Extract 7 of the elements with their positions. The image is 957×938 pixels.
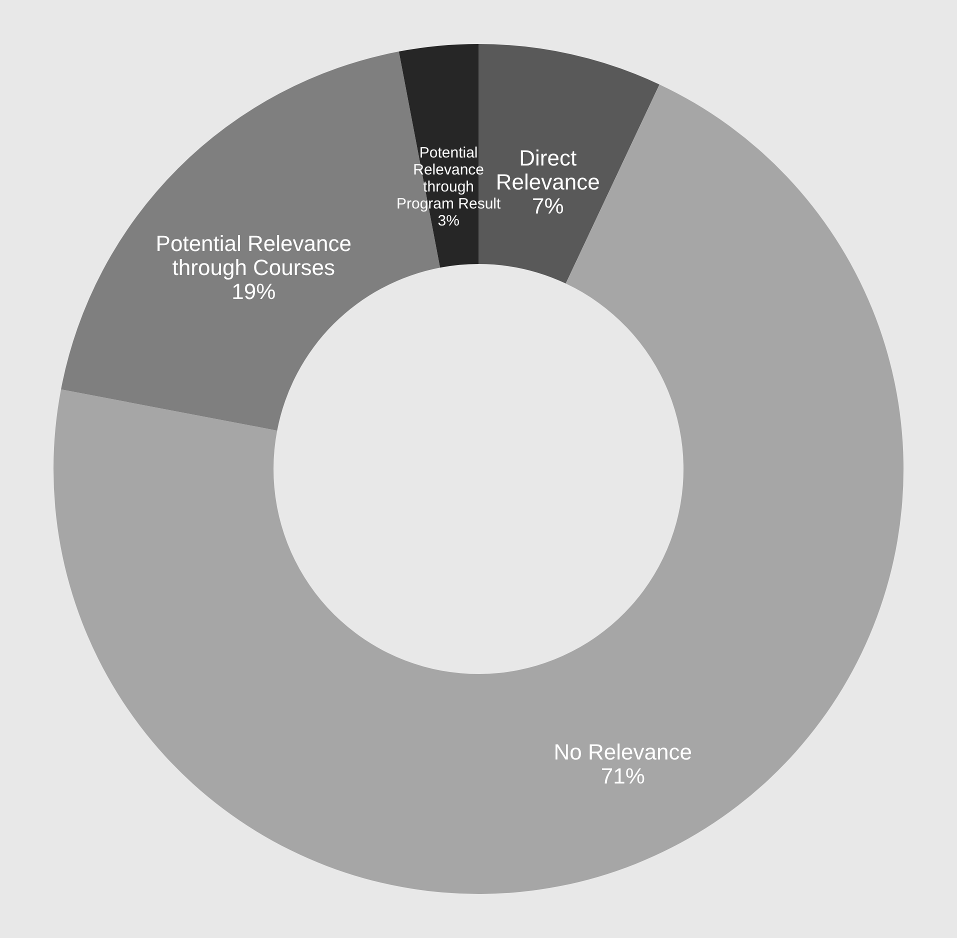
slice-label: No Relevance: [554, 739, 692, 764]
data-label: 3%: [438, 212, 460, 230]
data-label: 19%: [232, 279, 276, 304]
data-label: 71%: [600, 763, 645, 788]
slice-label: Potential Relevance through Courses: [156, 231, 352, 280]
data-label: 7%: [532, 194, 564, 219]
donut-slice: [54, 84, 904, 894]
